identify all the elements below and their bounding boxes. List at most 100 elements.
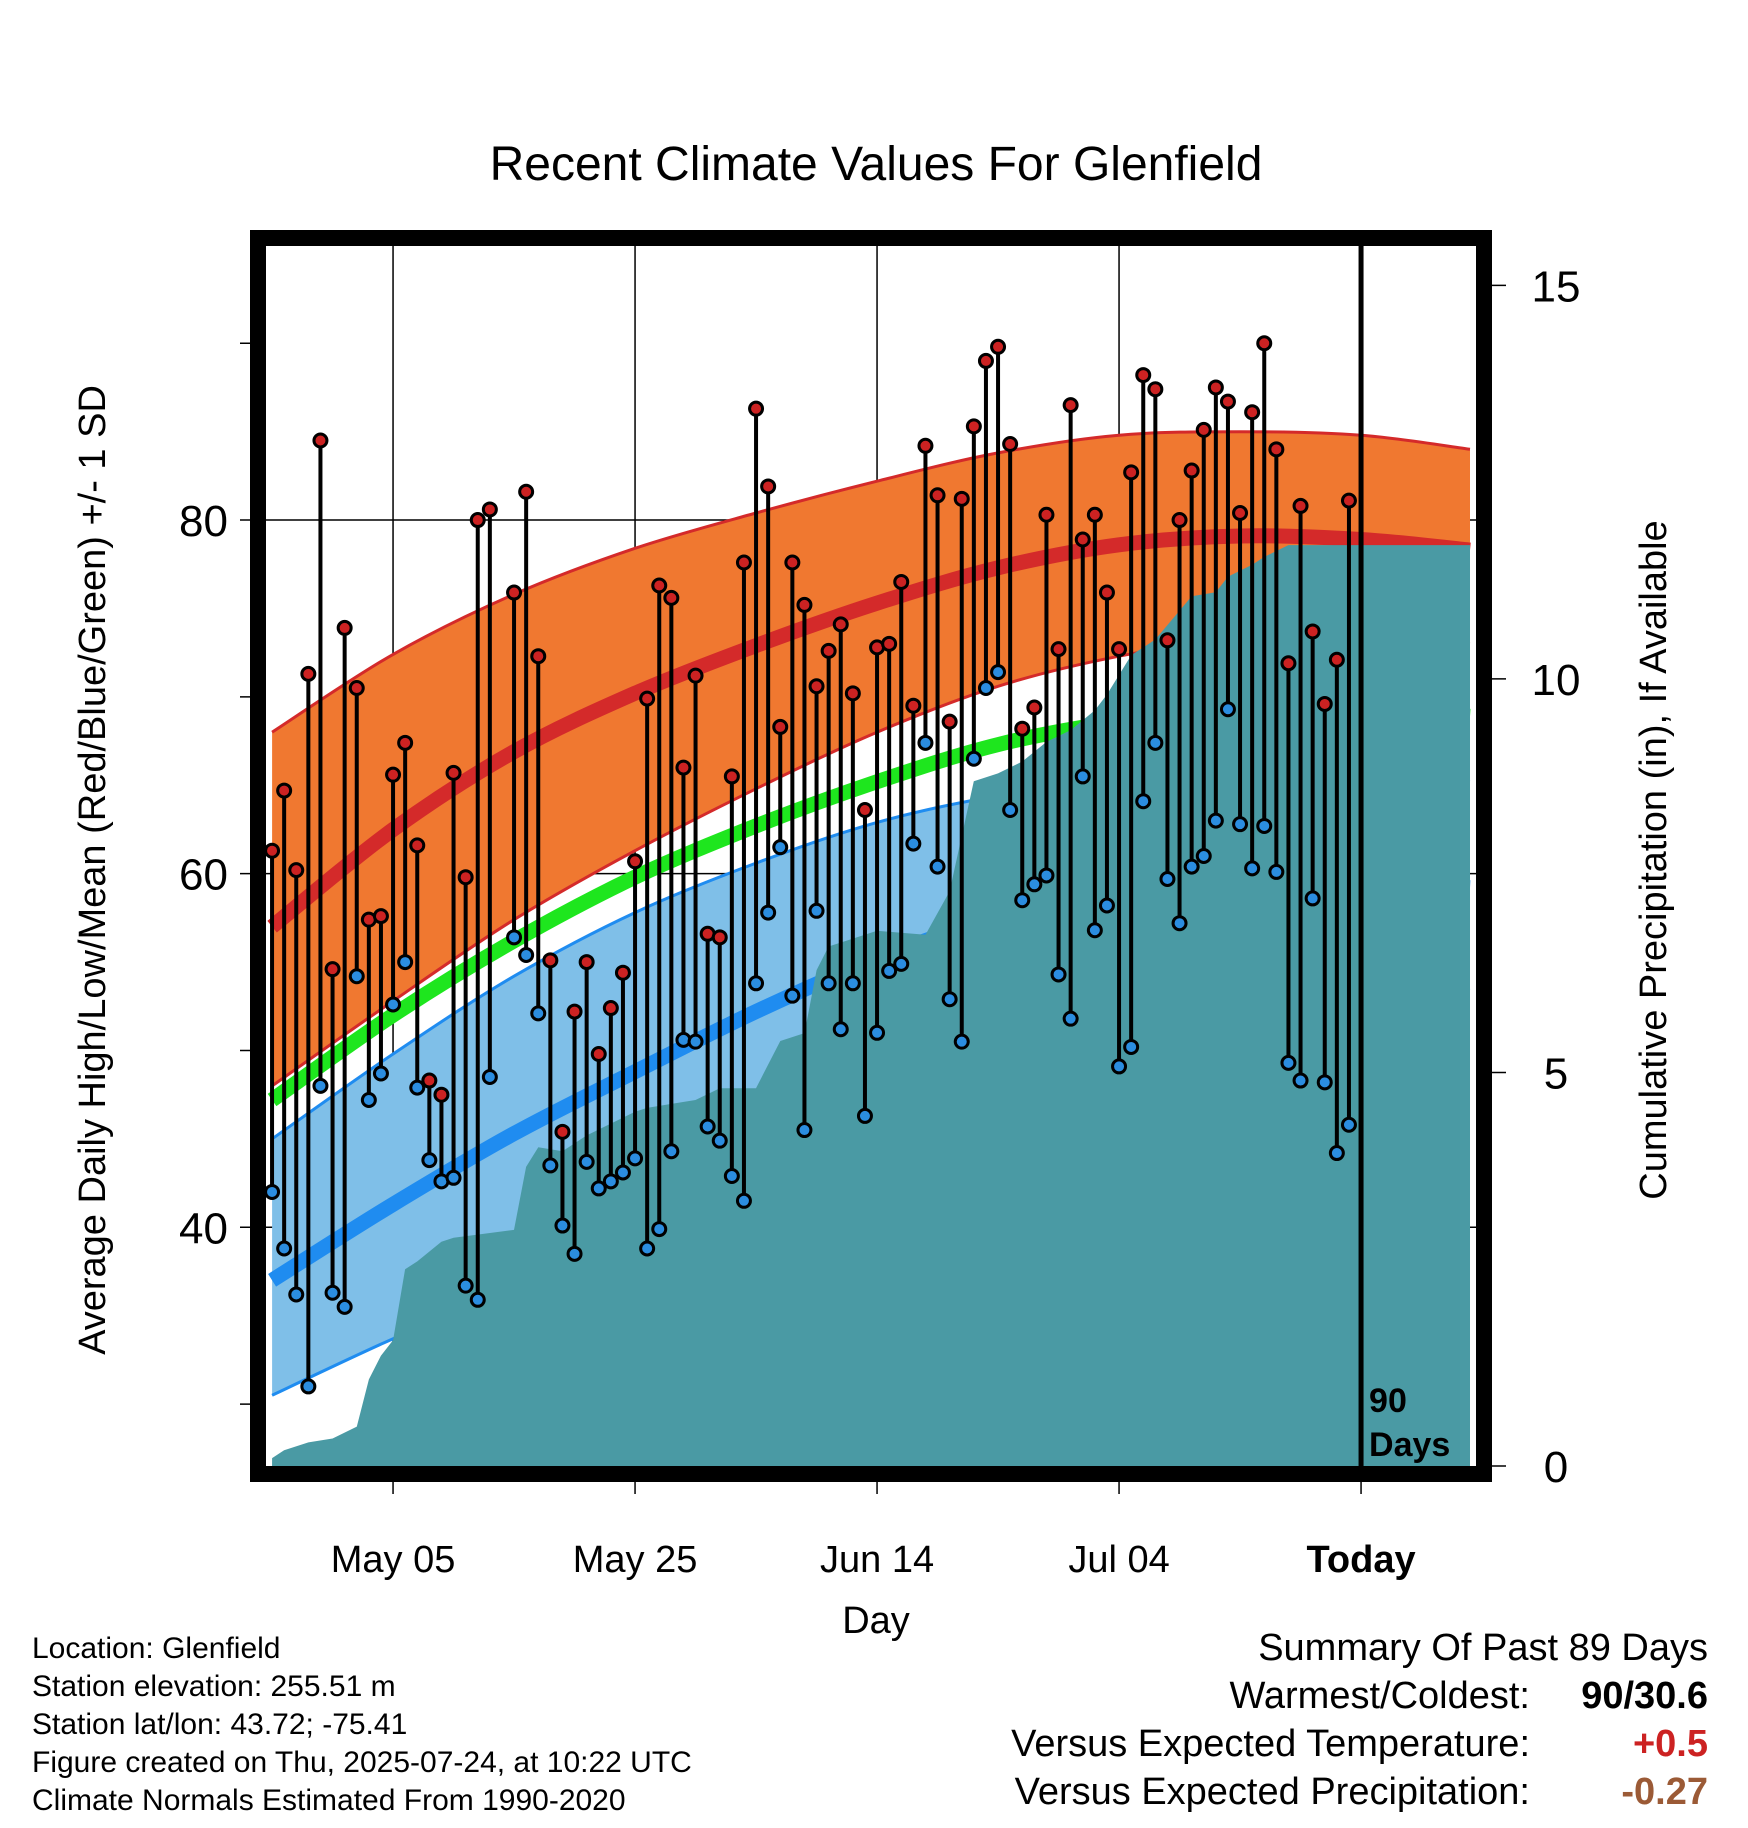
daily-low-point — [651, 1221, 668, 1238]
daily-low-point — [1062, 1010, 1079, 1027]
daily-high-point — [953, 490, 970, 507]
daily-low-point — [1256, 817, 1273, 834]
daily-high-point — [784, 554, 801, 571]
daily-low-point — [1098, 897, 1115, 914]
daily-high-point — [941, 713, 958, 730]
daily-high-point — [1292, 497, 1309, 514]
daily-low-point — [1316, 1074, 1333, 1091]
daily-low-point — [276, 1240, 293, 1257]
daily-low-point — [1026, 876, 1043, 893]
daily-high-point — [1062, 397, 1079, 414]
daily-low-point — [1340, 1116, 1357, 1133]
daily-high-point — [336, 619, 353, 636]
daily-high-point — [1098, 584, 1115, 601]
daily-high-point — [445, 764, 462, 781]
elevation-text: Station elevation: 255.51 m — [32, 1670, 396, 1703]
daily-low-point — [602, 1173, 619, 1190]
daily-low-point — [1195, 848, 1212, 864]
daily-high-point — [433, 1086, 450, 1103]
daily-low-point — [760, 904, 777, 921]
daily-low-point — [699, 1118, 716, 1135]
daily-high-point — [893, 573, 910, 590]
daily-low-point — [941, 991, 958, 1008]
daily-high-point — [1316, 695, 1333, 712]
x-axis-title: Day — [842, 1600, 910, 1642]
y2-tick-label: 15 — [1532, 262, 1581, 311]
daily-high-point — [518, 483, 535, 500]
daily-high-point — [1171, 512, 1188, 529]
daily-low-point — [965, 750, 982, 767]
daily-high-point — [457, 869, 474, 886]
daily-low-point — [457, 1277, 474, 1294]
daily-low-point — [1159, 870, 1176, 887]
plot-inner — [266, 246, 1476, 1466]
daily-low-point — [1086, 922, 1103, 939]
daily-high-point — [1256, 335, 1273, 352]
daily-high-point — [590, 1046, 607, 1063]
daily-high-point — [832, 616, 849, 633]
latlon-text: Station lat/lon: 43.72; -75.41 — [32, 1708, 408, 1741]
daily-high-point — [1232, 504, 1249, 521]
daily-high-point — [881, 635, 898, 652]
daily-low-point — [711, 1132, 728, 1149]
daily-low-point — [324, 1284, 341, 1301]
daily-low-point — [796, 1122, 813, 1139]
daily-low-point — [881, 962, 898, 979]
daily-high-point — [1074, 531, 1091, 548]
precipitation-area — [272, 545, 1470, 1466]
daily-low-point — [893, 955, 910, 972]
daily-high-point — [1123, 464, 1140, 481]
daily-low-point — [300, 1378, 317, 1395]
daily-low-point — [772, 839, 789, 856]
daily-low-point — [518, 947, 535, 964]
location-text: Location: Glenfield — [32, 1632, 281, 1665]
daily-low-point — [735, 1192, 752, 1209]
daily-low-point — [639, 1240, 656, 1257]
daily-low-point — [627, 1150, 644, 1167]
daily-high-point — [288, 862, 305, 879]
daily-low-point — [1292, 1072, 1309, 1089]
daily-high-point — [1328, 651, 1345, 668]
warmest-coldest-value: 90/30.6 — [1581, 1675, 1708, 1717]
daily-high-point — [723, 768, 740, 785]
warmest-coldest-label: Warmest/Coldest: — [1229, 1675, 1530, 1717]
daily-low-point — [385, 996, 402, 1013]
daily-high-point — [1159, 632, 1176, 649]
daily-low-point — [1050, 966, 1067, 983]
x-tick-label: May 25 — [573, 1539, 698, 1581]
temp-anomaly-row: Versus Expected Temperature: +0.5 — [1011, 1720, 1708, 1768]
daily-low-point — [820, 975, 837, 992]
daily-high-point — [506, 584, 523, 601]
created-text: Figure created on Thu, 2025-07-24, at 10… — [32, 1746, 692, 1779]
daily-low-point — [1207, 812, 1224, 829]
station-info: Location: Glenfield Station elevation: 2… — [32, 1630, 692, 1820]
daily-high-point — [266, 842, 281, 859]
daily-low-point — [469, 1291, 486, 1308]
daily-high-point — [965, 418, 982, 435]
daily-low-point — [506, 929, 523, 946]
warmest-coldest-row: Warmest/Coldest: 90/30.6 — [1011, 1672, 1708, 1720]
daily-low-point — [917, 734, 934, 751]
daily-low-point — [1002, 802, 1019, 819]
daily-high-point — [554, 1123, 571, 1140]
daily-low-point — [1147, 734, 1164, 751]
x-tick-label: Jun 14 — [820, 1539, 934, 1581]
daily-high-point — [772, 718, 789, 735]
daily-high-point — [1219, 393, 1236, 410]
today-days-label: 90 — [1369, 1382, 1407, 1420]
y2-tick-label: 10 — [1532, 656, 1581, 705]
high-sd-band — [272, 431, 1471, 1086]
daily-low-point — [266, 1183, 281, 1200]
plot-frame — [250, 230, 1492, 1482]
daily-high-point — [990, 338, 1007, 355]
daily-high-point — [1026, 699, 1043, 716]
daily-high-point — [844, 685, 861, 702]
y-tick-label: 40 — [179, 1204, 228, 1253]
daily-high-point — [1340, 492, 1357, 509]
daily-low-point — [481, 1069, 498, 1086]
daily-low-point — [409, 1079, 426, 1096]
precip-anomaly-value: -0.27 — [1621, 1771, 1708, 1813]
daily-high-point — [675, 759, 692, 776]
daily-high-point — [820, 642, 837, 659]
daily-high-point — [530, 648, 547, 665]
